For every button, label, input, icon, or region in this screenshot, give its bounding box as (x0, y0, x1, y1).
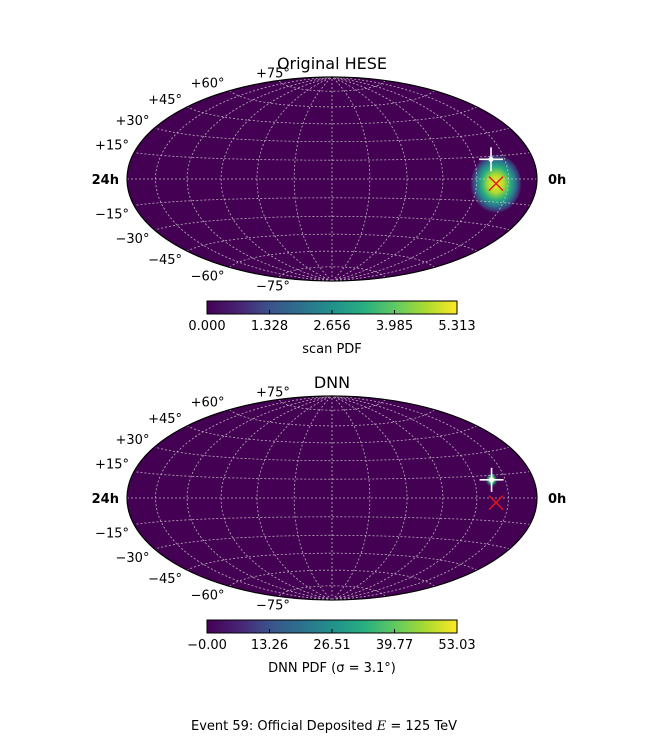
ra-label-left: 24h (92, 173, 119, 188)
meridian-line (331, 77, 444, 281)
panel-title: Original HESE (277, 54, 387, 73)
panel-dnn: DNN 24h 0h +75° +60° +45° +30° +15° −15° −30° −45°… (92, 373, 567, 676)
meridian-line (220, 396, 333, 600)
dec-label: +15° (95, 458, 129, 473)
colorbar-label: DNN PDF (σ = 3.1°) (268, 661, 396, 676)
meridian-line (331, 77, 371, 281)
colorbar-tick-label: 0.000 (188, 319, 225, 334)
truth-marker-stroke (488, 495, 504, 511)
colorbar: 0.000 1.328 2.656 3.985 5.313 scan PDF (188, 300, 476, 357)
parallel-line (229, 409, 435, 427)
reco-marker (479, 147, 504, 172)
parallel-line (133, 516, 531, 525)
colorbar-tick-label: 2.656 (313, 319, 350, 334)
panel-title: DNN (314, 373, 350, 392)
dec-label: −15° (95, 526, 129, 541)
meridian-line (331, 396, 408, 600)
meridian-line (331, 77, 408, 281)
parallel-line (154, 215, 510, 231)
colorbar-tick-label: 1.328 (251, 319, 288, 334)
meridian-line (220, 77, 333, 281)
dec-label: +60° (191, 77, 225, 92)
parallel-line (154, 534, 510, 550)
dec-label: −45° (148, 253, 182, 268)
reco-marker-dot (488, 156, 494, 162)
colorbar-tick-label: 26.51 (313, 638, 350, 653)
panel-original-hese: Original HESE 24h 0h +75° +60° +45° +30° +15° −1… (92, 54, 567, 357)
dec-label: −30° (116, 232, 150, 247)
dec-label: +60° (191, 396, 225, 411)
dec-label: +30° (116, 114, 150, 129)
dec-label: +45° (148, 412, 182, 427)
truth-marker (488, 495, 504, 511)
parallel-line (154, 127, 510, 143)
colorbar-tick-label: −0.00 (187, 638, 227, 653)
dec-label: +45° (148, 93, 182, 108)
dec-label: −75° (256, 599, 290, 614)
dec-label: −60° (191, 588, 225, 603)
parallel-line (229, 90, 435, 108)
dec-label: +30° (116, 433, 150, 448)
colorbar-tick-label: 5.313 (438, 319, 475, 334)
meridian-line (331, 396, 371, 600)
dec-label: +75° (256, 385, 290, 400)
reco-marker-dot (489, 477, 495, 483)
grid-lines (127, 396, 537, 600)
colorbar-tick-label: 3.985 (376, 319, 413, 334)
grid-lines (127, 77, 537, 281)
colorbar: −0.00 13.26 26.51 39.77 53.03 DNN PDF (σ = 3.… (187, 619, 476, 676)
parallel-line (229, 569, 435, 587)
meridian-line (293, 77, 333, 281)
ra-label-left: 24h (92, 492, 119, 507)
truth-marker-stroke (488, 176, 504, 192)
dec-label: −15° (95, 207, 129, 222)
colorbar-label: scan PDF (302, 342, 362, 357)
reco-marker (479, 467, 504, 492)
sky-map-frame (126, 76, 538, 282)
meridian-line (331, 396, 444, 600)
parallel-line (154, 446, 510, 462)
meridian-line (256, 396, 333, 600)
parallel-line (229, 250, 435, 268)
ra-label-right: 0h (548, 492, 566, 507)
parallel-line (133, 197, 531, 206)
figure-caption: Event 59: Official Deposited E = 125 TeV (191, 719, 457, 734)
dec-label: +75° (256, 66, 290, 81)
colorbar-tick-label: 39.77 (376, 638, 413, 653)
dec-label: +15° (95, 139, 129, 154)
truth-marker (488, 176, 504, 192)
dec-label: −75° (256, 280, 290, 295)
dec-label: −30° (116, 551, 150, 566)
meridian-line (256, 77, 333, 281)
sky-map-frame (126, 395, 538, 601)
meridian-line (293, 396, 333, 600)
colorbar-tick-label: 53.03 (438, 638, 475, 653)
dec-label: −45° (148, 572, 182, 587)
ra-label-right: 0h (548, 173, 566, 188)
parallel-line (133, 471, 531, 480)
dec-label: −60° (191, 269, 225, 284)
parallel-line (133, 152, 531, 161)
colorbar-tick-label: 13.26 (251, 638, 288, 653)
